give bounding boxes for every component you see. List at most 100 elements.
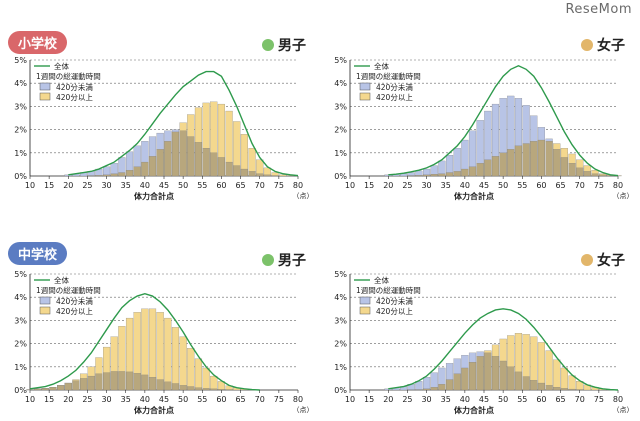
gender-label-girls-elem: 女子 (581, 35, 625, 55)
bar-overlap (560, 388, 568, 391)
bar (171, 327, 180, 391)
bar-overlap (156, 149, 164, 177)
y-tick-label: 4% (334, 79, 347, 88)
x-tick-label: 45 (479, 395, 489, 404)
x-tick-label: 40 (140, 181, 150, 190)
bar-overlap (202, 388, 210, 391)
legend-swatch-under (39, 82, 51, 91)
bar-overlap (430, 174, 438, 177)
x-tick-label: 15 (364, 395, 374, 404)
x-tick-label: 75 (594, 395, 604, 404)
bar-overlap (484, 159, 492, 177)
bar-overlap (202, 148, 210, 177)
bar (156, 312, 164, 391)
bar-overlap (430, 387, 438, 391)
bar-overlap (423, 174, 431, 177)
bar-overlap (179, 130, 187, 177)
bar (545, 350, 553, 391)
bar-overlap (445, 172, 454, 177)
legend-swatch-over (359, 92, 371, 101)
x-unit-label: （点） (293, 192, 314, 200)
gender-label-boys-jh: 男子 (262, 250, 306, 270)
bar-overlap (553, 387, 561, 391)
legend-swatch-over (359, 306, 371, 315)
x-tick-label: 20 (63, 395, 73, 404)
legend-swatch-over (39, 306, 51, 315)
school-label-junior-high: 中学校 (8, 242, 68, 265)
x-tick-label: 30 (101, 395, 111, 404)
y-tick-label: 2% (14, 340, 27, 349)
legend-swatch-under (359, 82, 371, 91)
legend-under: 420分未満 (56, 82, 93, 92)
x-tick-label: 60 (216, 181, 226, 190)
bar (103, 166, 111, 177)
green-dot-icon (262, 39, 274, 51)
bar (384, 388, 392, 391)
x-axis-title: 体力合計点 (134, 191, 174, 201)
bar-overlap (217, 157, 225, 177)
bar-overlap (141, 161, 149, 177)
x-tick-label: 35 (441, 181, 451, 190)
bar-overlap (141, 374, 149, 391)
bar-overlap (217, 389, 225, 391)
legend-group-title: 1週間の総運動時間 (356, 71, 421, 81)
bar-overlap (514, 145, 523, 177)
x-tick-label: 40 (460, 181, 470, 190)
bar-overlap (87, 375, 95, 391)
legend-under: 420分未満 (376, 82, 413, 92)
bar-overlap (125, 170, 134, 177)
bar-overlap (453, 373, 461, 391)
x-tick-label: 15 (44, 395, 54, 404)
bar-overlap (179, 385, 187, 391)
bar-overlap (148, 377, 157, 391)
bar-overlap (522, 376, 530, 391)
x-tick-label: 75 (594, 181, 604, 190)
legend-total: 全体 (54, 275, 69, 285)
bar-overlap (210, 152, 218, 177)
bar-overlap (553, 149, 561, 177)
bar-overlap (576, 167, 584, 177)
y-tick-label: 1% (14, 363, 27, 372)
orange-dot-icon (581, 254, 593, 266)
x-tick-label: 75 (274, 395, 284, 404)
bar-overlap (591, 173, 599, 177)
bar-overlap (499, 152, 507, 177)
bar-overlap (522, 143, 530, 177)
y-tick-label: 0% (14, 386, 27, 395)
bar-overlap (171, 383, 180, 391)
bar-overlap (118, 371, 126, 391)
bar-overlap (530, 380, 538, 391)
bar-overlap (468, 362, 477, 391)
x-tick-label: 15 (364, 181, 374, 190)
legend-total: 全体 (54, 61, 69, 71)
x-axis-title: 体力合計点 (454, 405, 494, 415)
x-tick-label: 80 (613, 395, 623, 404)
x-tick-label: 20 (383, 395, 393, 404)
gender-label-boys-elem: 男子 (262, 35, 306, 55)
y-tick-label: 0% (334, 172, 347, 181)
x-tick-label: 65 (555, 395, 565, 404)
bar-overlap (34, 388, 42, 391)
chart-junior-high-boys: 0% 1% 2% 3% 4% 5% 10 15 20 25 30 35 40 45 50 55 60 65 70 75… (14, 270, 314, 415)
site-logo: ReseMom (565, 2, 632, 17)
y-tick-label: 2% (334, 340, 347, 349)
series-line-total (29, 292, 260, 391)
legend-over: 420分以上 (56, 93, 93, 102)
bar-overlap (514, 371, 523, 391)
bar-overlap (491, 356, 500, 391)
x-tick-label: 45 (159, 181, 169, 190)
bar (179, 336, 187, 391)
bar-overlap (461, 367, 469, 391)
bar-overlap (476, 163, 484, 177)
bar-overlap (438, 384, 446, 391)
x-unit-label: （点） (293, 406, 314, 414)
x-tick-label: 35 (121, 181, 131, 190)
x-tick-label: 40 (460, 395, 470, 404)
x-tick-label: 65 (555, 181, 565, 190)
x-tick-label: 55 (517, 395, 527, 404)
bar-overlap (64, 382, 72, 391)
bar-overlap (187, 136, 195, 177)
bar-overlap (49, 387, 57, 391)
bar (279, 174, 287, 177)
x-tick-label: 70 (575, 395, 585, 404)
